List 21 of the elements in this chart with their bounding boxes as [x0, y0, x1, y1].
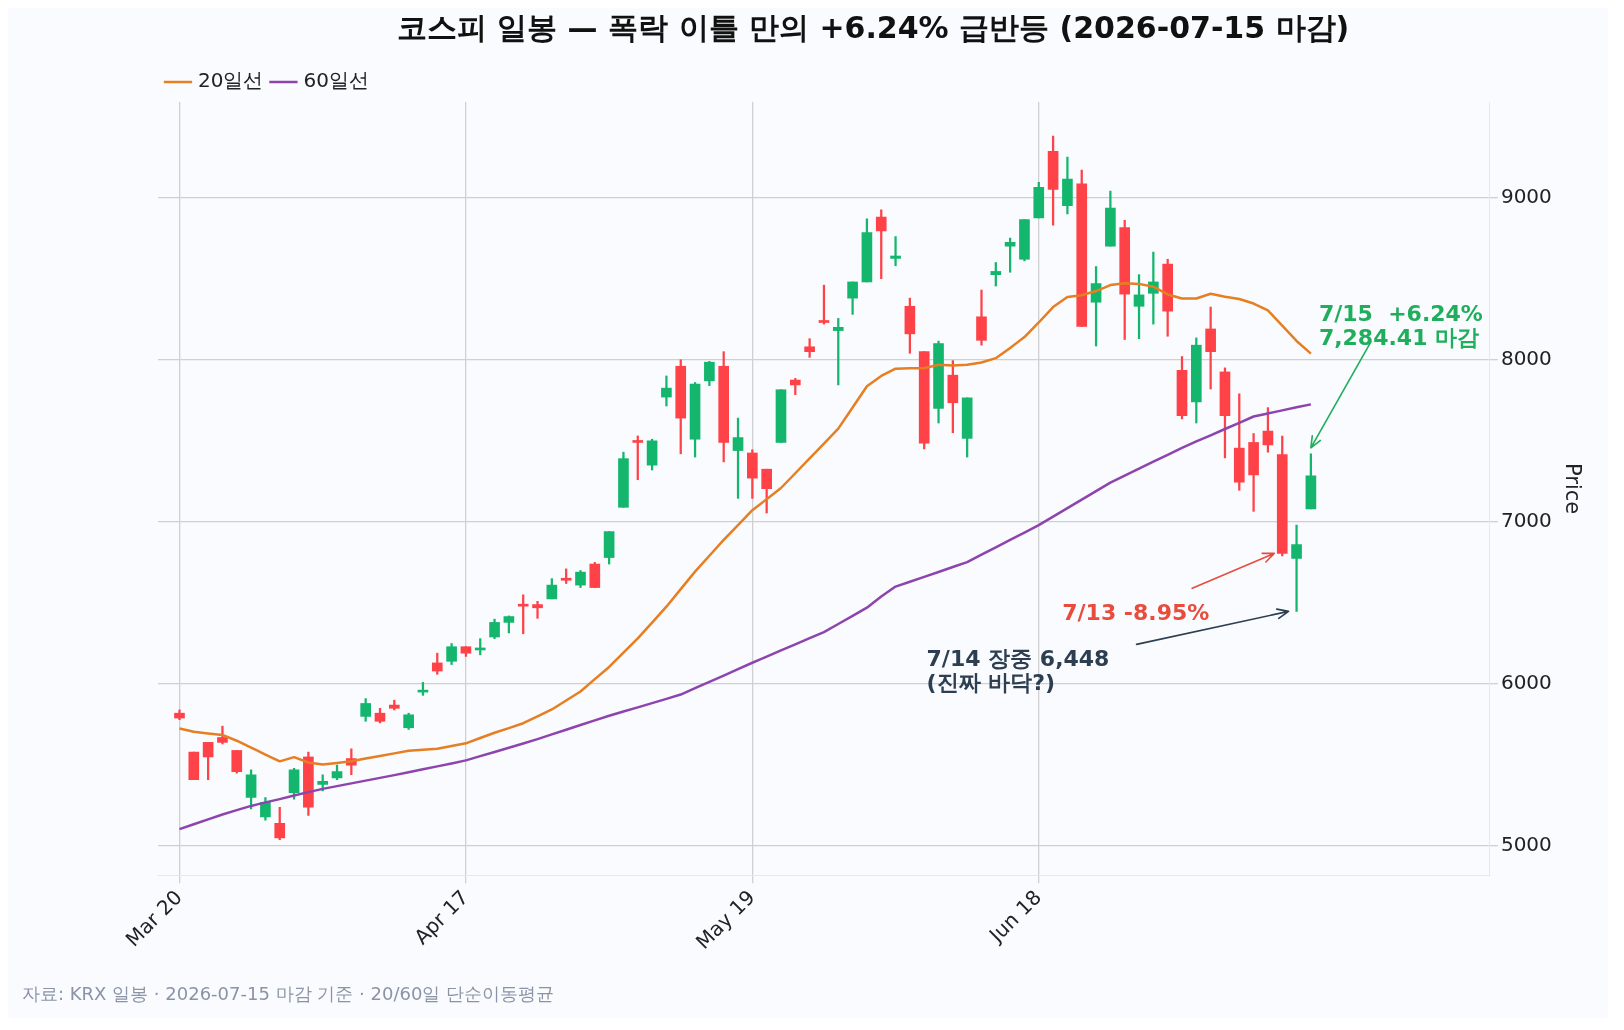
y-tick-label: 8000 [1500, 345, 1552, 370]
text: 7/15 +6.24% 7,284.41 마감 [1318, 300, 1483, 350]
y-tick-label: 7000 [1500, 508, 1552, 533]
annotation: 7/13 -8.95% [1062, 600, 1210, 626]
y-tick-label: 9000 [1500, 183, 1552, 208]
text: 자료: KRX 일봉 · 2026-07-15 마감 기준 · 20/60일 단순이동평균 [22, 982, 555, 1004]
legend-label: 20일선 [198, 68, 264, 93]
candlestick [804, 338, 815, 358]
x-tick-label: Apr 17 [409, 885, 474, 949]
x-tick-label: Jun 18 [983, 885, 1046, 949]
y-tick-label: 5000 [1500, 832, 1552, 857]
candlestick [890, 236, 901, 267]
legend-label: 60일선 [303, 68, 369, 93]
chart-title: 코스피 일봉 — 폭락 이틀 만의 +6.24% 급반등 (2026-07-15 마감) [396, 9, 1350, 45]
candlestick [661, 375, 672, 407]
x-tick-label: Mar 20 [120, 885, 187, 952]
candlestick [1291, 524, 1302, 612]
candlestick [532, 600, 543, 619]
annotation: 7/14 장중 6,448 (진짜 바닥?) [926, 646, 1110, 696]
y-axis-title: Price [1560, 463, 1585, 515]
y-tick-label: 6000 [1500, 670, 1552, 695]
